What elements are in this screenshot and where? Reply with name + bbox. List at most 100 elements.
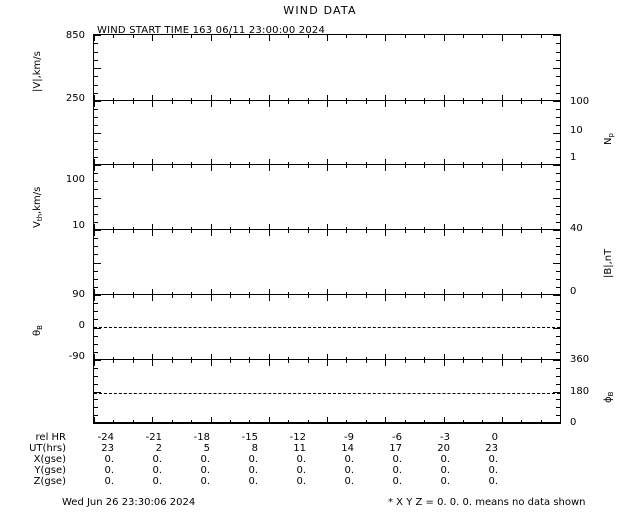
y-axis-tick bbox=[556, 84, 560, 86]
x-axis-tick bbox=[268, 295, 270, 301]
x-axis-tick bbox=[443, 35, 445, 41]
y-axis-tick bbox=[556, 76, 560, 78]
x-axis-tick bbox=[229, 35, 231, 38]
x-axis-tick bbox=[346, 227, 348, 230]
x-axis-tick bbox=[191, 98, 193, 101]
y-axis-tick bbox=[556, 407, 560, 409]
x-axis-tick bbox=[327, 230, 328, 236]
x-axis-tick bbox=[288, 420, 290, 423]
x-axis-tick bbox=[113, 227, 115, 230]
x-axis-tick bbox=[482, 165, 484, 168]
x-axis-tick bbox=[424, 295, 426, 298]
x-axis-tick bbox=[501, 230, 503, 236]
y-axis-tick bbox=[94, 149, 98, 150]
x-axis-tick bbox=[327, 360, 328, 366]
ytick-label-np-lo: 1 bbox=[570, 152, 577, 163]
x-axis-tick bbox=[540, 230, 542, 233]
x-axis-tick bbox=[132, 420, 134, 423]
x-axis-tick bbox=[424, 292, 426, 295]
x-axis-tick bbox=[540, 162, 542, 165]
x-axis-tick bbox=[327, 354, 328, 360]
footer-date: Wed Jun 26 23:30:06 2024 bbox=[62, 497, 196, 508]
y-axis-tick bbox=[556, 351, 560, 353]
x-axis-tick bbox=[229, 230, 231, 233]
x-axis-tick bbox=[132, 98, 134, 101]
x-axis-tick bbox=[268, 230, 270, 236]
x-axis-tick bbox=[210, 95, 212, 101]
table-cell: 0. bbox=[392, 465, 402, 476]
x-axis-tick bbox=[462, 165, 464, 168]
table-cell: -24 bbox=[97, 432, 114, 443]
x-axis-tick bbox=[249, 35, 251, 38]
axis-title-thermal-speed: Vth,km/s bbox=[32, 187, 44, 228]
x-axis-tick bbox=[268, 360, 270, 366]
table-cell: 0. bbox=[392, 454, 402, 465]
axis-title-b-magnitude: |B|,nT bbox=[603, 248, 614, 278]
table-cell: -6 bbox=[392, 432, 402, 443]
y-axis-tick bbox=[94, 286, 98, 288]
data-table-grid: rel HR -24 -21 -18 -15 -12 -9 -6 -3 0 UT(hrs) 23 2 5 8… bbox=[0, 432, 498, 487]
x-axis-tick bbox=[482, 357, 484, 360]
x-axis-tick bbox=[327, 159, 328, 165]
x-axis-tick bbox=[443, 354, 445, 360]
y-axis-tick bbox=[556, 181, 560, 183]
x-axis-tick bbox=[521, 227, 523, 230]
y-axis-tick bbox=[556, 157, 560, 158]
y-axis-tick bbox=[94, 84, 98, 86]
y-axis-tick bbox=[94, 303, 98, 305]
x-axis-tick bbox=[191, 360, 193, 363]
x-axis-tick bbox=[482, 35, 484, 38]
x-axis-tick bbox=[249, 230, 251, 233]
x-axis-tick bbox=[249, 420, 251, 423]
x-axis-tick bbox=[229, 165, 231, 168]
x-axis-tick bbox=[560, 165, 561, 171]
table-row-label: rel HR bbox=[35, 432, 66, 443]
y-axis-tick bbox=[94, 367, 98, 369]
x-axis-tick bbox=[501, 95, 503, 101]
y-axis-tick bbox=[556, 221, 560, 223]
y-axis-tick bbox=[556, 286, 560, 288]
table-cell: 0. bbox=[344, 454, 354, 465]
x-axis-tick bbox=[404, 295, 406, 298]
x-axis-tick bbox=[171, 35, 173, 38]
x-axis-tick bbox=[462, 357, 464, 360]
x-axis-tick bbox=[521, 295, 523, 298]
x-axis-tick bbox=[443, 159, 445, 165]
y-axis-tick bbox=[94, 35, 101, 36]
x-axis-tick bbox=[132, 357, 134, 360]
y-axis-tick bbox=[556, 141, 560, 142]
x-axis-tick bbox=[171, 162, 173, 165]
x-axis-tick bbox=[191, 101, 193, 104]
x-axis-tick bbox=[288, 165, 290, 168]
ytick-label-speed-hi: 850 bbox=[65, 30, 85, 41]
y-axis-tick bbox=[94, 327, 101, 329]
table-cell: 0. bbox=[104, 454, 114, 465]
y-axis-tick bbox=[94, 189, 98, 191]
y-axis-tick bbox=[556, 399, 560, 401]
x-axis-tick bbox=[307, 420, 309, 423]
x-axis-tick bbox=[462, 162, 464, 165]
table-cell: 0. bbox=[488, 476, 498, 487]
table-cell: 11 bbox=[293, 443, 306, 454]
y-axis-tick bbox=[94, 205, 98, 207]
x-axis-tick bbox=[462, 295, 464, 298]
x-axis-tick bbox=[327, 295, 328, 301]
x-axis-tick bbox=[132, 230, 134, 233]
table-cell: 5 bbox=[203, 443, 210, 454]
x-axis-tick bbox=[132, 165, 134, 168]
x-axis-tick bbox=[501, 165, 503, 171]
x-axis-tick bbox=[132, 35, 134, 38]
x-axis-tick bbox=[152, 417, 154, 423]
panel-b-magnitude bbox=[94, 230, 560, 295]
x-axis-tick bbox=[94, 354, 95, 360]
x-axis-tick bbox=[152, 230, 154, 236]
x-axis-tick bbox=[268, 35, 270, 41]
table-cell: 0. bbox=[344, 476, 354, 487]
x-axis-tick bbox=[385, 354, 387, 360]
y-axis-tick bbox=[94, 221, 98, 223]
x-axis-tick bbox=[540, 420, 542, 423]
x-axis-tick bbox=[443, 95, 445, 101]
x-axis-tick bbox=[171, 295, 173, 298]
y-axis-tick bbox=[556, 278, 560, 280]
ytick-label-phi-hi: 360 bbox=[570, 354, 590, 365]
